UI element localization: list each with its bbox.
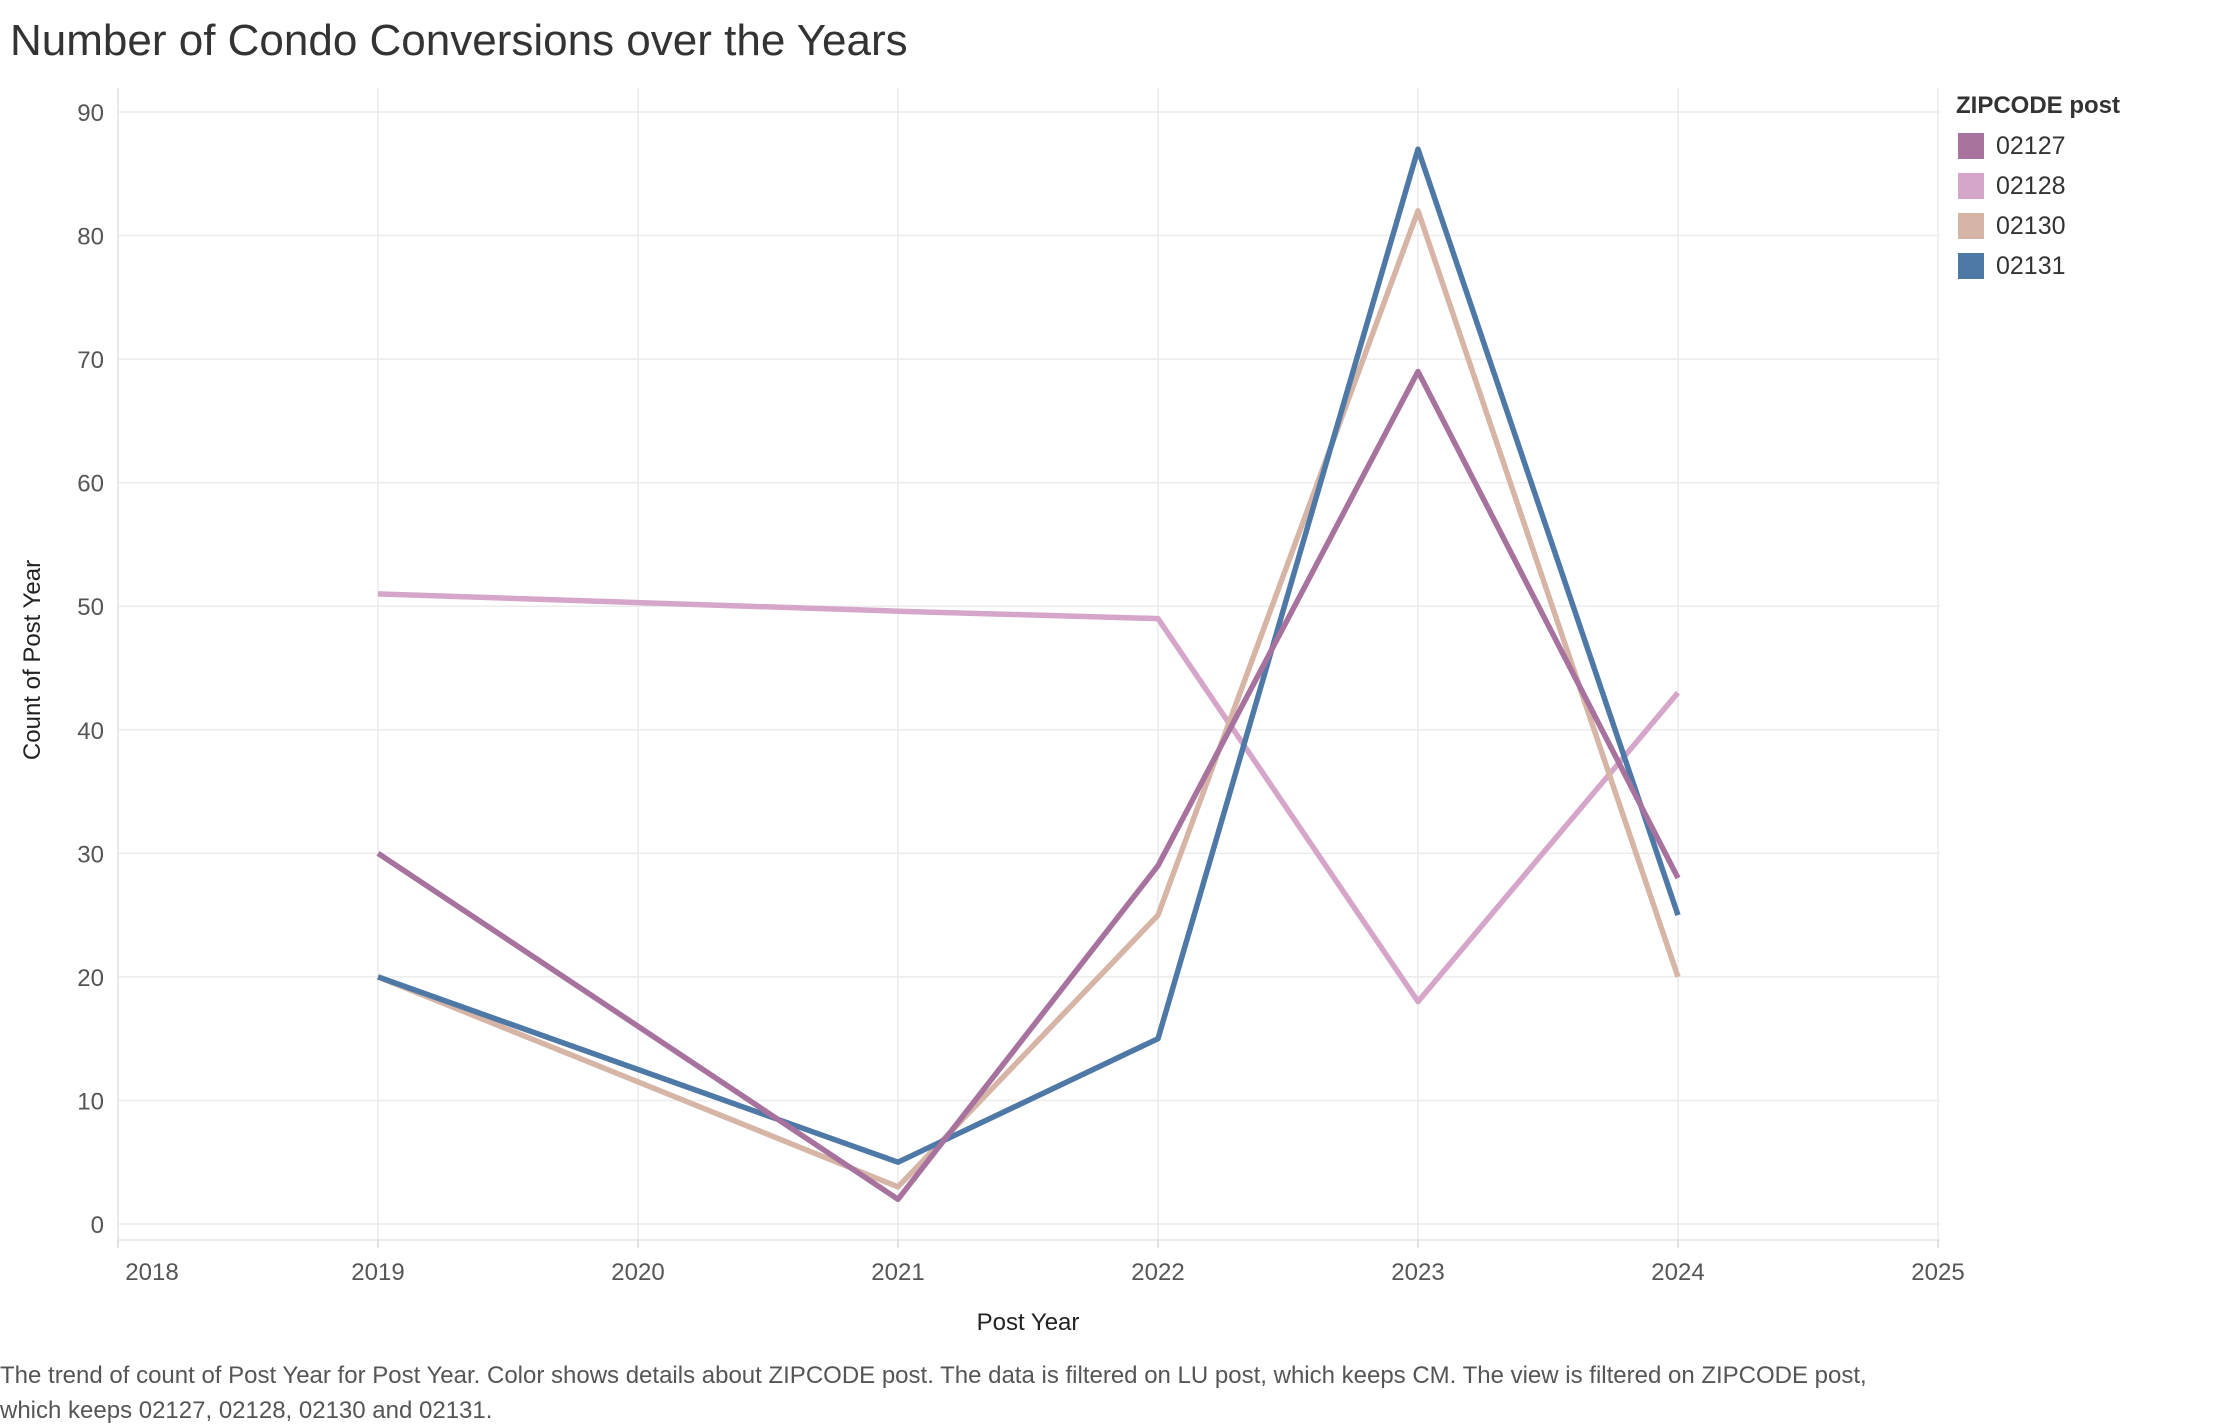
legend-swatch [1958, 253, 1984, 279]
series-lines [376, 146, 1681, 1203]
x-tick-label: 2025 [1911, 1259, 1964, 1286]
legend-item-02128[interactable]: 02128 [1956, 166, 2120, 206]
legend-label: 02131 [1996, 251, 2066, 280]
y-tick-label: 50 [77, 594, 104, 621]
series-line-02128[interactable] [377, 591, 1681, 1005]
x-tick-label: 2020 [611, 1259, 664, 1286]
legend-item-02131[interactable]: 02131 [1956, 246, 2120, 286]
x-tick-label: 2019 [351, 1259, 404, 1286]
series-line-02127[interactable] [376, 368, 1681, 1203]
y-tick-label: 20 [77, 965, 104, 992]
x-tick-label: 2022 [1131, 1259, 1184, 1286]
legend-label: 02130 [1996, 211, 2066, 240]
series-line-02130[interactable] [376, 208, 1681, 1190]
x-tick-label: 2021 [871, 1259, 924, 1286]
legend-item-02130[interactable]: 02130 [1956, 206, 2120, 246]
y-tick-label: 30 [77, 841, 104, 868]
x-tick-label: 2023 [1391, 1259, 1444, 1286]
chart-caption: The trend of count of Post Year for Post… [0, 1362, 1867, 1424]
x-tick-label: 2018 [125, 1259, 178, 1286]
legend-label: 02128 [1996, 171, 2066, 200]
y-axis-title: Count of Post Year [19, 560, 46, 760]
y-tick-label: 90 [77, 100, 104, 127]
legend-swatch [1958, 133, 1984, 159]
series-line-02131[interactable] [377, 146, 1681, 1165]
y-tick-label: 40 [77, 718, 104, 745]
x-axis-title: Post Year [977, 1309, 1080, 1336]
legend-swatch [1958, 213, 1984, 239]
y-tick-label: 0 [91, 1212, 104, 1239]
legend-swatch [1958, 173, 1984, 199]
y-tick-label: 80 [77, 224, 104, 251]
legend-title: ZIPCODE post [1956, 92, 2121, 119]
y-tick-label: 70 [77, 347, 104, 374]
legend-item-02127[interactable]: 02127 [1956, 126, 2120, 166]
gridlines [118, 88, 1940, 1240]
y-tick-label: 60 [77, 471, 104, 498]
legend-label: 02127 [1996, 131, 2066, 160]
chart-title: Number of Condo Conversions over the Yea… [10, 16, 908, 65]
y-tick-label: 10 [77, 1088, 104, 1115]
x-tick-label: 2024 [1651, 1259, 1704, 1286]
axes: 0 10 20 30 40 50 60 70 80 90 2018 2019 2020 2021 2022 2… [77, 88, 1965, 1286]
legend: ZIPCODE post 02127 02128 02130 02131 [1956, 92, 2120, 286]
